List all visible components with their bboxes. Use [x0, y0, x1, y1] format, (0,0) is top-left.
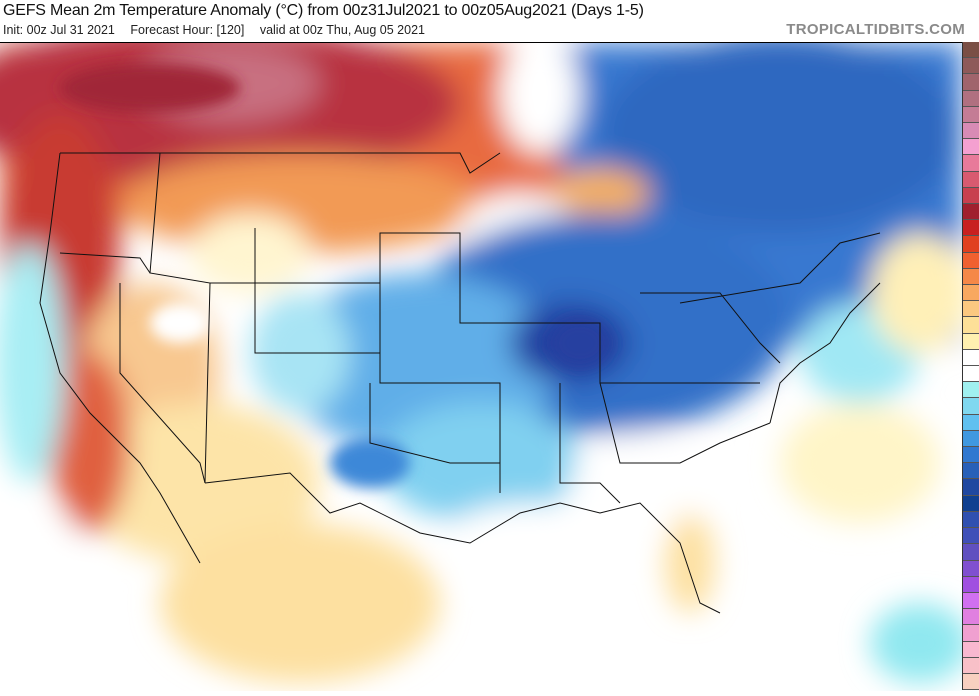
color-scale-swatch	[963, 576, 979, 593]
color-scale-swatch	[963, 106, 979, 124]
color-scale-swatch	[963, 90, 979, 107]
color-scale-swatch	[963, 398, 979, 415]
color-scale-swatch	[963, 187, 979, 205]
color-scale-swatch	[963, 414, 979, 431]
color-scale-swatch	[963, 74, 979, 91]
color-scale-swatch	[963, 511, 979, 529]
color-scale-swatch	[963, 204, 979, 221]
color-scale-swatch	[963, 641, 979, 658]
color-scale-swatch	[963, 673, 979, 691]
color-scale-swatch	[963, 349, 979, 367]
color-scale-swatch	[963, 609, 979, 626]
color-scale-bar	[962, 42, 979, 691]
color-scale-swatch	[963, 366, 979, 383]
color-scale-swatch	[963, 139, 979, 156]
color-scale-swatch	[963, 155, 979, 172]
map-title: GEFS Mean 2m Temperature Anomaly (°C) fr…	[3, 2, 644, 19]
color-scale-swatch	[963, 430, 979, 448]
map-subtitle: Init: 00z Jul 31 2021 Forecast Hour: [12…	[3, 23, 437, 37]
color-scale-swatch	[963, 220, 979, 237]
state-borders	[39, 152, 881, 614]
color-scale-swatch	[963, 268, 979, 286]
color-scale-swatch	[963, 479, 979, 496]
color-scale-swatch	[963, 495, 979, 512]
color-scale-swatch	[963, 236, 979, 253]
color-scale-swatch	[963, 560, 979, 577]
temperature-anomaly-map	[0, 23, 970, 691]
color-scale-swatch	[963, 171, 979, 188]
color-scale-swatch	[963, 285, 979, 302]
color-scale-swatch	[963, 528, 979, 545]
color-scale-swatch	[963, 42, 979, 59]
color-scale-swatch	[963, 447, 979, 464]
color-scale-swatch	[963, 58, 979, 75]
forecast-hour: Forecast Hour: [120]	[130, 23, 245, 37]
color-scale-swatch	[963, 123, 979, 140]
color-scale-swatch	[963, 657, 979, 674]
color-scale-swatch	[963, 317, 979, 334]
init-time: Init: 00z Jul 31 2021	[3, 23, 115, 37]
anomaly-field	[0, 23, 970, 691]
color-scale-swatch	[963, 463, 979, 480]
color-scale-swatch	[963, 382, 979, 399]
color-scale-swatch	[963, 301, 979, 318]
color-scale-swatch	[963, 544, 979, 561]
color-scale-swatch	[963, 592, 979, 610]
valid-time: valid at 00z Thu, Aug 05 2021	[259, 23, 425, 37]
color-scale-swatch	[963, 333, 979, 350]
color-scale-swatch	[963, 252, 979, 269]
brand-logo: TROPICALTIDBITS.COM	[786, 21, 965, 38]
color-scale-swatch	[963, 625, 979, 642]
